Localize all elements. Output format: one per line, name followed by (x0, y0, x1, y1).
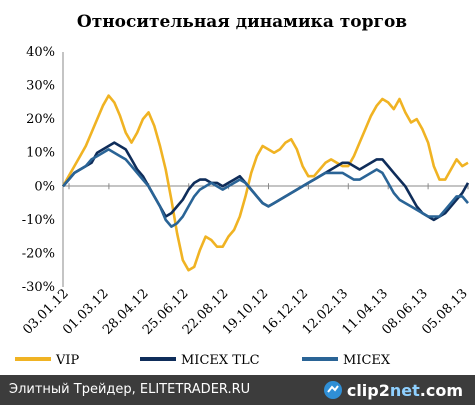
legend: VIP MICEX TLC MICEX (15, 353, 391, 368)
series-lines (61, 94, 470, 272)
y-tick-label: -30% (22, 280, 55, 295)
y-tick-label: -10% (22, 213, 55, 228)
legend-label: VIP (55, 353, 80, 368)
footer-bar: Элитный Трейдер, ELITETRADER.RU clip2net… (0, 375, 475, 405)
logo-main: clip2 (346, 380, 390, 400)
y-tick-label: 20% (26, 112, 55, 127)
y-tick-label: -20% (22, 246, 55, 261)
logo-suffix: .com (419, 380, 463, 400)
series-line-micex (62, 148, 469, 228)
legend-label: MICEX (343, 353, 391, 368)
y-tick-labels: 40% 30% 20% 10% 0% -10% -20% -30% (22, 45, 55, 295)
logo-accent: net (389, 380, 420, 400)
y-tick-label: 0% (34, 179, 55, 194)
series-line-vip (61, 94, 469, 272)
y-tick-label: 30% (26, 79, 55, 94)
chart: Относительная динамика торгов 40% 30% 20% 1… (15, 12, 471, 368)
series-line-micex-tlc (62, 141, 470, 222)
clip2net-icon (323, 381, 342, 399)
y-tick-label: 10% (26, 146, 55, 161)
footer-caption: Элитный Трейдер, ELITETRADER.RU (9, 382, 251, 397)
clip2net-wordmark: clip2net.com (347, 381, 463, 400)
x-tick-labels: 03.01.1201.03.1228.04.1225.06.1222.08.12… (20, 286, 471, 338)
clip2net-logo: clip2net.com (323, 378, 463, 402)
y-tick-label: 40% (26, 45, 55, 60)
legend-label: MICEX TLC (181, 353, 260, 368)
chart-title: Относительная динамика торгов (77, 12, 407, 32)
